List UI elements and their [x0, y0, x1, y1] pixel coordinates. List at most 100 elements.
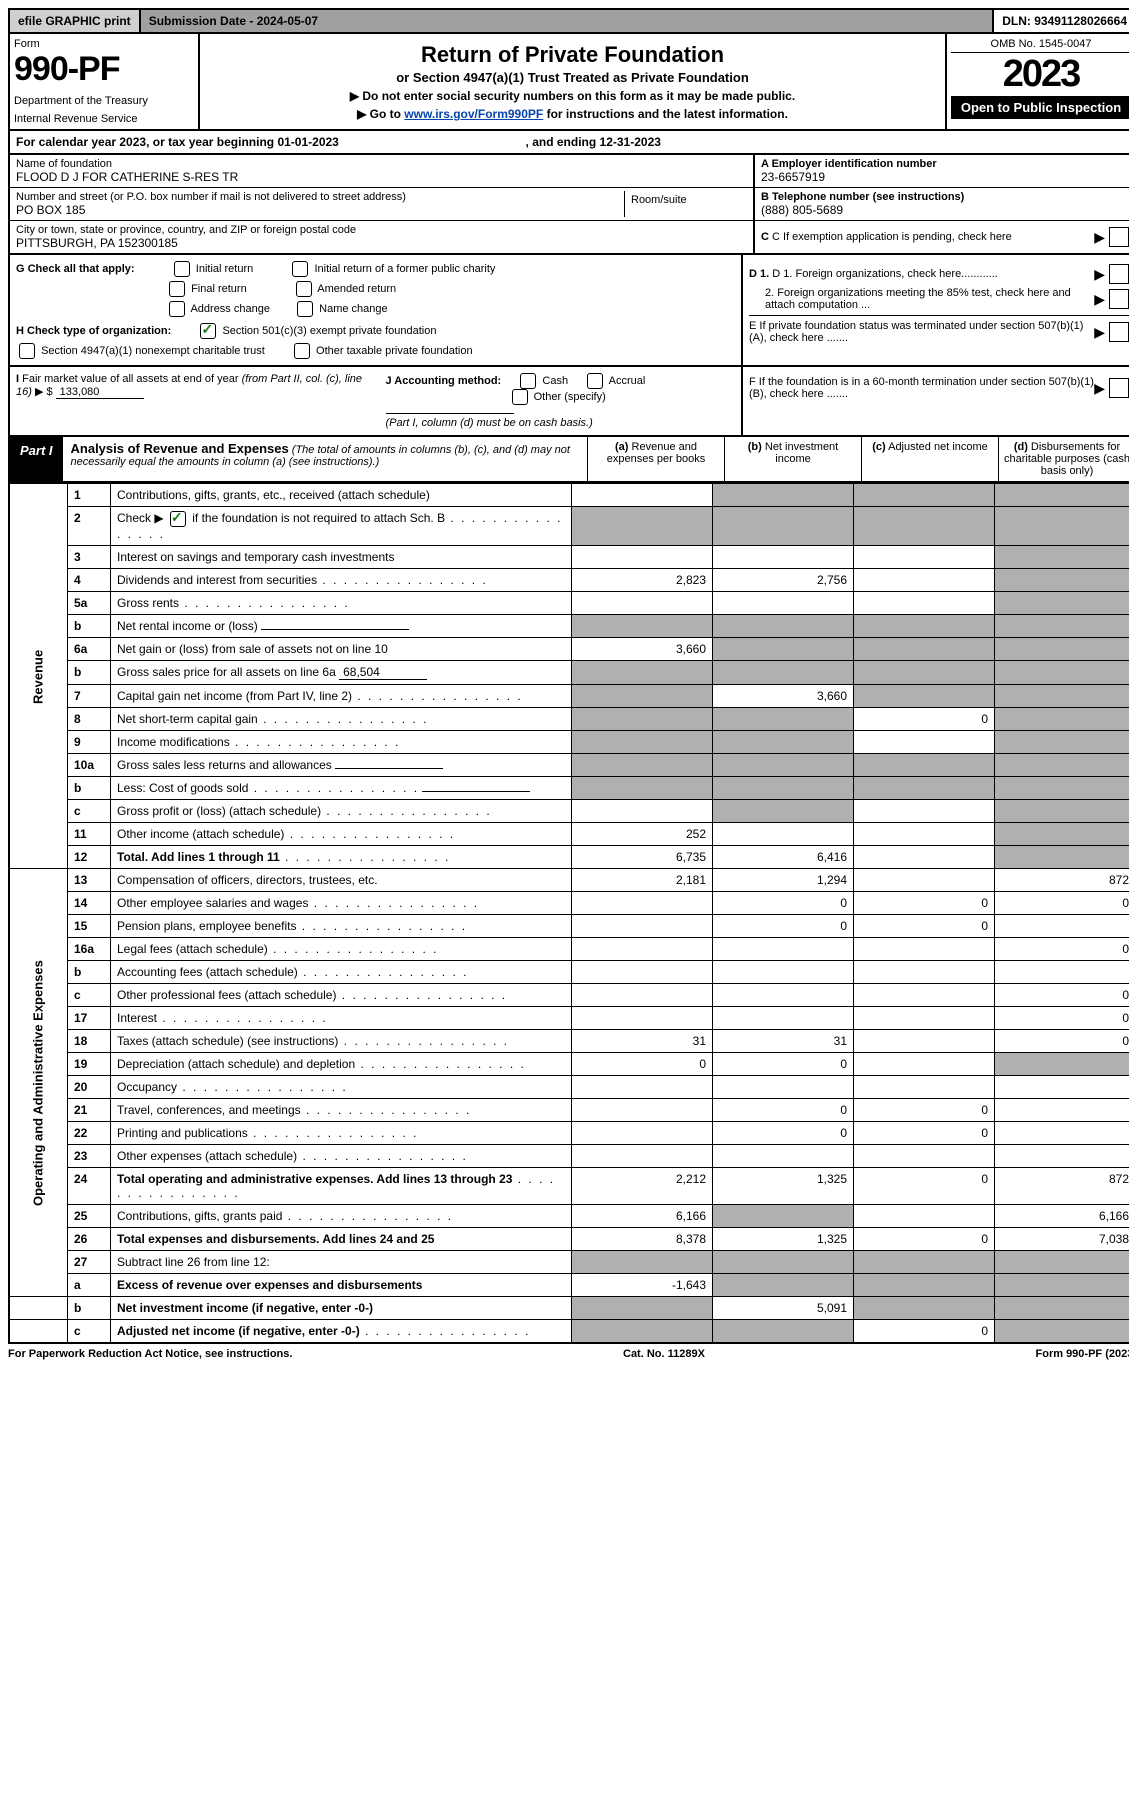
col-c-head: (c) Adjusted net income	[861, 437, 998, 481]
checkbox-f[interactable]	[1109, 378, 1129, 398]
table-row: 17Interest0	[9, 1007, 1129, 1030]
d1-row: D 1. D 1. Foreign organizations, check h…	[749, 264, 1129, 284]
table-row: 6aNet gain or (loss) from sale of assets…	[9, 638, 1129, 661]
part1-title: Analysis of Revenue and Expenses (The to…	[63, 437, 587, 481]
table-row: 26Total expenses and disbursements. Add …	[9, 1228, 1129, 1251]
arrow-icon: ▶	[1094, 229, 1105, 246]
checkbox-final-return[interactable]	[169, 281, 185, 297]
h-row2: Section 4947(a)(1) nonexempt charitable …	[16, 343, 735, 359]
table-row: cOther professional fees (attach schedul…	[9, 984, 1129, 1007]
footer-left: For Paperwork Reduction Act Notice, see …	[8, 1348, 292, 1360]
col-d-head: (d) Disbursements for charitable purpose…	[998, 437, 1129, 481]
table-row: 9Income modifications	[9, 731, 1129, 754]
table-row: 24Total operating and administrative exp…	[9, 1168, 1129, 1205]
checkbox-initial-former[interactable]	[292, 261, 308, 277]
h-row: H Check type of organization: Section 50…	[16, 323, 735, 339]
table-row: bAccounting fees (attach schedule)	[9, 961, 1129, 984]
form-title: Return of Private Foundation	[206, 42, 939, 68]
checkbox-other-method[interactable]	[512, 389, 528, 405]
table-row: 11Other income (attach schedule)252	[9, 823, 1129, 846]
form-title-block: Return of Private Foundation or Section …	[200, 34, 947, 129]
table-row: cGross profit or (loss) (attach schedule…	[9, 800, 1129, 823]
ein-field: A Employer identification number 23-6657…	[755, 155, 1129, 188]
table-row: 15Pension plans, employee benefits00	[9, 915, 1129, 938]
dln: DLN: 93491128026664	[994, 10, 1129, 32]
table-row: 25Contributions, gifts, grants paid6,166…	[9, 1205, 1129, 1228]
part1-header: Part I Analysis of Revenue and Expenses …	[8, 437, 1129, 483]
f-row: F If the foundation is in a 60-month ter…	[749, 376, 1129, 400]
checkbox-accrual[interactable]	[587, 373, 603, 389]
table-row: 14Other employee salaries and wages000	[9, 892, 1129, 915]
irs-link[interactable]: www.irs.gov/Form990PF	[404, 107, 543, 121]
checkbox-4947[interactable]	[19, 343, 35, 359]
table-row: 18Taxes (attach schedule) (see instructi…	[9, 1030, 1129, 1053]
col-a-head: (a) Revenue and expenses per books	[587, 437, 724, 481]
room-suite-field: Room/suite	[624, 191, 747, 217]
checkbox-amended[interactable]	[296, 281, 312, 297]
table-row: 21Travel, conferences, and meetings00	[9, 1099, 1129, 1122]
table-row: bNet rental income or (loss)	[9, 615, 1129, 638]
tax-year: 2023	[951, 53, 1129, 96]
table-row: Revenue 1Contributions, gifts, grants, e…	[9, 484, 1129, 507]
checkbox-cash[interactable]	[520, 373, 536, 389]
table-row: 8Net short-term capital gain0	[9, 708, 1129, 731]
g-row2: Final return Amended return	[166, 281, 735, 297]
street-address-field: Number and street (or P.O. box number if…	[16, 191, 624, 217]
form-note2: ▶ Go to www.irs.gov/Form990PF for instru…	[206, 107, 939, 121]
exemption-pending: C C If exemption application is pending,…	[755, 221, 1129, 253]
table-row: 5aGross rents	[9, 592, 1129, 615]
table-row: 7Capital gain net income (from Part IV, …	[9, 685, 1129, 708]
table-row: bLess: Cost of goods sold	[9, 777, 1129, 800]
revenue-label: Revenue	[9, 484, 68, 869]
checkbox-d1[interactable]	[1109, 264, 1129, 284]
e-row: E If private foundation status was termi…	[749, 315, 1129, 344]
dept-treasury: Department of the Treasury	[14, 95, 194, 107]
checkbox-name-change[interactable]	[297, 301, 313, 317]
table-row: 12Total. Add lines 1 through 116,7356,41…	[9, 846, 1129, 869]
footer-mid: Cat. No. 11289X	[623, 1348, 705, 1360]
form-note1: ▶ Do not enter social security numbers o…	[206, 89, 939, 103]
calendar-year-row: For calendar year 2023, or tax year begi…	[8, 131, 1129, 155]
table-row: aExcess of revenue over expenses and dis…	[9, 1274, 1129, 1297]
ij-block: I Fair market value of all assets at end…	[8, 367, 1129, 437]
checkbox-d2[interactable]	[1109, 289, 1129, 309]
table-row: 19Depreciation (attach schedule) and dep…	[9, 1053, 1129, 1076]
omb-number: OMB No. 1545-0047	[951, 38, 1129, 53]
form-right: OMB No. 1545-0047 2023 Open to Public In…	[947, 34, 1129, 129]
g-row3: Address change Name change	[166, 301, 735, 317]
table-row: 10aGross sales less returns and allowanc…	[9, 754, 1129, 777]
table-row: 16aLegal fees (attach schedule)0	[9, 938, 1129, 961]
table-row: 23Other expenses (attach schedule)	[9, 1145, 1129, 1168]
table-row: 27Subtract line 26 from line 12:	[9, 1251, 1129, 1274]
city-field: City or town, state or province, country…	[10, 221, 753, 253]
table-row: 4Dividends and interest from securities2…	[9, 569, 1129, 592]
checkbox-c[interactable]	[1109, 227, 1129, 247]
footer-right: Form 990-PF (2023)	[1036, 1348, 1129, 1360]
foundation-name-field: Name of foundation FLOOD D J FOR CATHERI…	[10, 155, 753, 188]
j-accounting: J Accounting method: Cash Accrual Other …	[366, 373, 736, 429]
g-row: G Check all that apply: Initial return I…	[16, 261, 735, 277]
checkbox-501c3[interactable]	[200, 323, 216, 339]
form-label: Form	[14, 38, 194, 50]
identity-block: Name of foundation FLOOD D J FOR CATHERI…	[8, 155, 1129, 255]
table-row: cAdjusted net income (if negative, enter…	[9, 1320, 1129, 1344]
table-row: 20Occupancy	[9, 1076, 1129, 1099]
form-subtitle: or Section 4947(a)(1) Trust Treated as P…	[206, 70, 939, 85]
open-public: Open to Public Inspection	[951, 96, 1129, 119]
expenses-label: Operating and Administrative Expenses	[9, 869, 68, 1297]
efile-button[interactable]: efile GRAPHIC print	[10, 10, 141, 32]
checks-block-gh: G Check all that apply: Initial return I…	[8, 255, 1129, 367]
i-fmv: I Fair market value of all assets at end…	[16, 373, 366, 429]
phone-field: B Telephone number (see instructions) (8…	[755, 188, 1129, 221]
checkbox-other-taxable[interactable]	[294, 343, 310, 359]
col-b-head: (b) Net investment income	[724, 437, 861, 481]
table-row: Operating and Administrative Expenses 13…	[9, 869, 1129, 892]
checkbox-address-change[interactable]	[169, 301, 185, 317]
table-row: bGross sales price for all assets on lin…	[9, 661, 1129, 685]
table-row: 22Printing and publications00	[9, 1122, 1129, 1145]
irs: Internal Revenue Service	[14, 113, 194, 125]
checkbox-schb[interactable]	[170, 511, 186, 527]
form-left: Form 990-PF Department of the Treasury I…	[10, 34, 200, 129]
checkbox-initial-return[interactable]	[174, 261, 190, 277]
checkbox-e[interactable]	[1109, 322, 1129, 342]
